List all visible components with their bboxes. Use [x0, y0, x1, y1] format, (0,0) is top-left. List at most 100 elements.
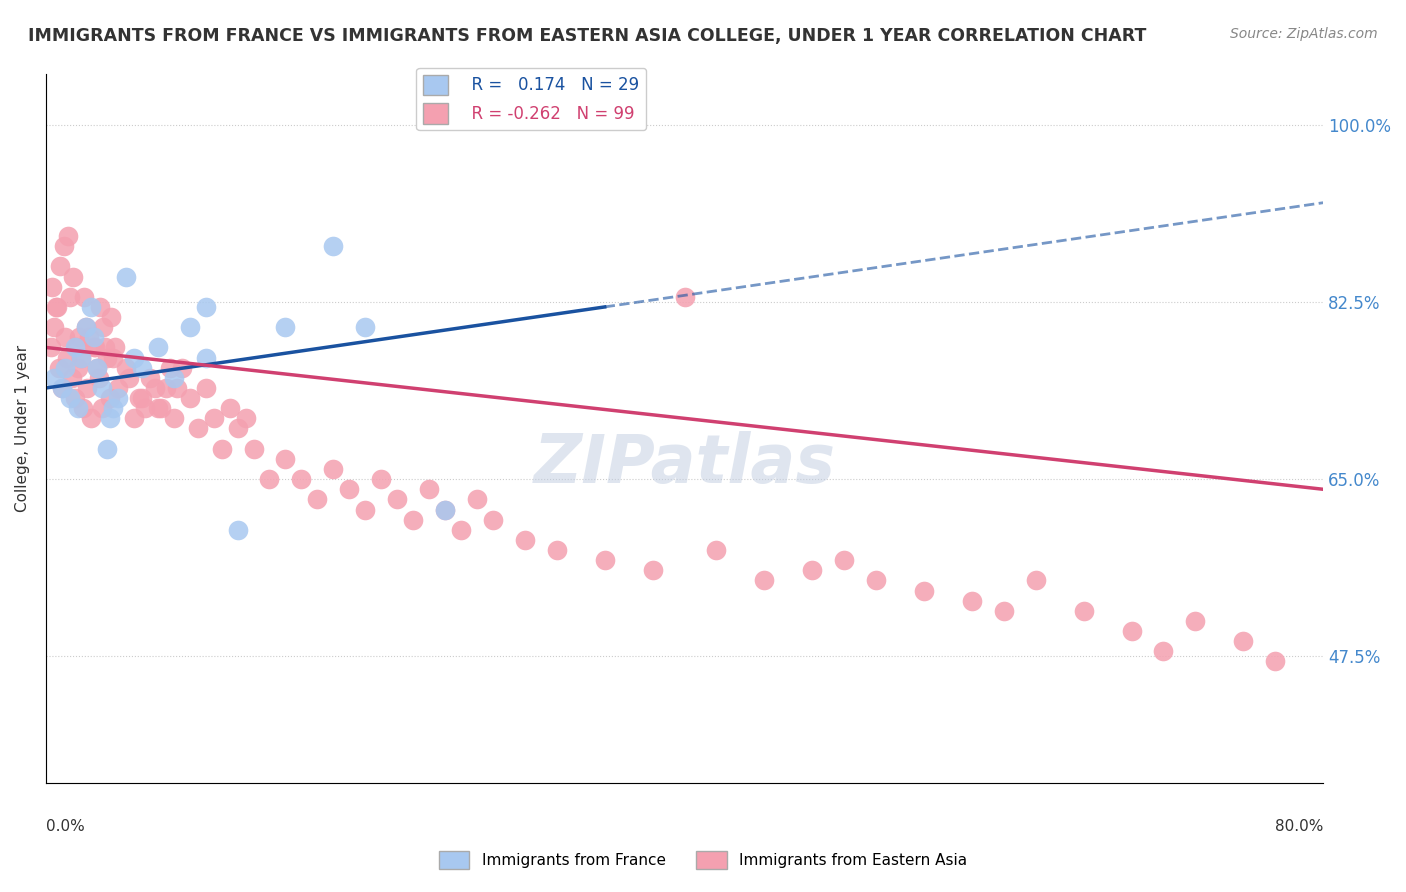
Point	[107, 381, 129, 395]
Point	[354, 502, 377, 516]
Point	[801, 563, 824, 577]
Point	[1121, 624, 1143, 639]
Point	[513, 533, 536, 547]
Point	[45, 300, 67, 314]
Point	[259, 472, 281, 486]
Point	[143, 381, 166, 395]
Point	[673, 290, 696, 304]
Y-axis label: College, Under 1 year: College, Under 1 year	[15, 345, 30, 512]
Text: Source: ZipAtlas.com: Source: ZipAtlas.com	[1230, 27, 1378, 41]
Point	[226, 421, 249, 435]
Point	[1073, 604, 1095, 618]
Point	[101, 351, 124, 365]
Point	[482, 513, 505, 527]
Point	[235, 411, 257, 425]
Point	[52, 239, 75, 253]
Text: IMMIGRANTS FROM FRANCE VS IMMIGRANTS FROM EASTERN ASIA COLLEGE, UNDER 1 YEAR COR: IMMIGRANTS FROM FRANCE VS IMMIGRANTS FRO…	[28, 27, 1146, 45]
Point	[51, 381, 73, 395]
Point	[86, 360, 108, 375]
Point	[159, 360, 181, 375]
Point	[48, 360, 70, 375]
Point	[96, 442, 118, 456]
Point	[194, 300, 217, 314]
Point	[307, 492, 329, 507]
Point	[146, 401, 169, 416]
Point	[993, 604, 1015, 618]
Point	[94, 341, 117, 355]
Legend: Immigrants from France, Immigrants from Eastern Asia: Immigrants from France, Immigrants from …	[433, 845, 973, 875]
Point	[865, 574, 887, 588]
Point	[370, 472, 392, 486]
Point	[63, 391, 86, 405]
Point	[114, 360, 136, 375]
Point	[66, 401, 89, 416]
Point	[75, 320, 97, 334]
Point	[641, 563, 664, 577]
Point	[1264, 655, 1286, 669]
Text: 80.0%: 80.0%	[1275, 819, 1323, 833]
Point	[1153, 644, 1175, 658]
Point	[139, 371, 162, 385]
Point	[706, 543, 728, 558]
Point	[100, 310, 122, 324]
Point	[912, 583, 935, 598]
Point	[51, 381, 73, 395]
Point	[58, 229, 80, 244]
Point	[46, 300, 69, 314]
Point	[65, 341, 87, 355]
Point	[107, 391, 129, 405]
Point	[98, 391, 121, 405]
Point	[149, 401, 172, 416]
Point	[385, 492, 408, 507]
Point	[101, 401, 124, 416]
Point	[218, 401, 240, 416]
Point	[1025, 574, 1047, 588]
Point	[77, 330, 100, 344]
Point	[211, 442, 233, 456]
Legend:   R =   0.174   N = 29,   R = -0.262   N = 99: R = 0.174 N = 29, R = -0.262 N = 99	[416, 68, 647, 130]
Point	[39, 341, 62, 355]
Point	[179, 391, 201, 405]
Point	[134, 401, 156, 416]
Point	[75, 320, 97, 334]
Point	[163, 371, 186, 385]
Point	[179, 320, 201, 334]
Point	[354, 320, 377, 334]
Point	[83, 341, 105, 355]
Point	[131, 360, 153, 375]
Point	[546, 543, 568, 558]
Point	[63, 341, 86, 355]
Point	[83, 330, 105, 344]
Point	[69, 330, 91, 344]
Point	[465, 492, 488, 507]
Point	[337, 483, 360, 497]
Point	[1232, 634, 1254, 648]
Point	[960, 593, 983, 607]
Point	[89, 300, 111, 314]
Point	[128, 391, 150, 405]
Point	[202, 411, 225, 425]
Point	[274, 451, 297, 466]
Point	[290, 472, 312, 486]
Point	[163, 411, 186, 425]
Point	[131, 391, 153, 405]
Point	[322, 462, 344, 476]
Point	[66, 360, 89, 375]
Text: ZIPatlas: ZIPatlas	[533, 431, 835, 497]
Point	[402, 513, 425, 527]
Point	[79, 411, 101, 425]
Point	[72, 401, 94, 416]
Point	[86, 360, 108, 375]
Point	[122, 351, 145, 365]
Point	[73, 290, 96, 304]
Point	[93, 320, 115, 334]
Point	[87, 371, 110, 385]
Point	[53, 330, 76, 344]
Point	[118, 371, 141, 385]
Point	[194, 351, 217, 365]
Point	[41, 279, 63, 293]
Point	[76, 381, 98, 395]
Point	[242, 442, 264, 456]
Point	[55, 351, 77, 365]
Point	[226, 523, 249, 537]
